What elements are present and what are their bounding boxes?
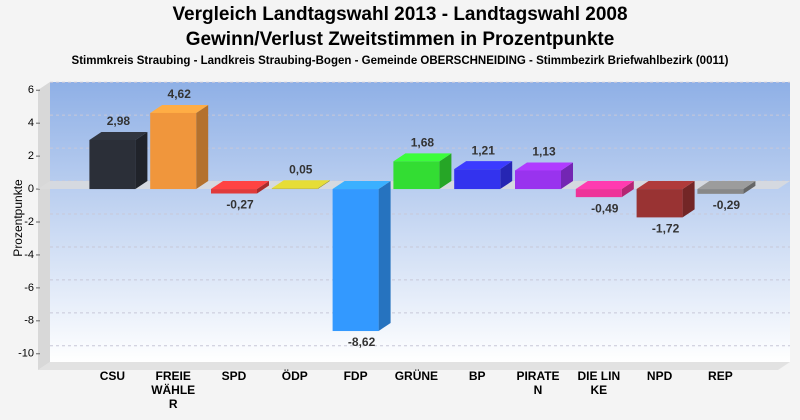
y-tick-label: -4 xyxy=(24,249,34,261)
x-tick-label: FDP xyxy=(343,369,368,383)
bar xyxy=(150,112,197,190)
bar-side xyxy=(439,153,452,190)
value-label: -8,62 xyxy=(348,335,376,349)
y-tick-label: 4 xyxy=(28,117,34,129)
x-tick-label: DIE LINKE xyxy=(577,369,621,397)
bar-side xyxy=(317,180,330,190)
bar-top xyxy=(150,104,209,113)
x-tick-label: SPD xyxy=(221,369,247,383)
chart-title: Vergleich Landtagswahl 2013 - Landtagswa… xyxy=(172,4,627,25)
x-tick-label: ÖDP xyxy=(281,369,308,383)
value-label: -0,29 xyxy=(713,198,741,212)
value-label: -0,27 xyxy=(226,198,254,212)
x-tick-label: BP xyxy=(468,369,486,383)
bar-top xyxy=(575,181,634,190)
bar-top xyxy=(454,161,513,170)
value-label: 4,62 xyxy=(168,87,192,101)
bar-side xyxy=(135,131,148,190)
bar xyxy=(393,161,440,190)
y-tick-label: -8 xyxy=(24,315,34,327)
bar-top xyxy=(332,181,391,190)
x-tick-label: PIRATEN xyxy=(516,369,560,397)
bar-top xyxy=(89,131,148,140)
bar xyxy=(332,189,379,332)
bar-top xyxy=(636,181,695,190)
bar xyxy=(697,189,744,194)
value-label: 1,68 xyxy=(411,136,435,150)
x-tick-label: GRÜNE xyxy=(394,369,439,383)
y-tick-label: -6 xyxy=(24,282,34,294)
bar xyxy=(271,188,318,190)
bar-side xyxy=(500,161,513,190)
bar-side xyxy=(561,162,573,190)
value-label: 2,98 xyxy=(107,114,131,128)
chart-description: Stimmkreis Straubing - Landkreis Straubi… xyxy=(72,55,729,67)
y-tick-label: 2 xyxy=(28,150,34,162)
bar-top xyxy=(393,153,452,162)
bar-side xyxy=(378,181,391,332)
value-label: -0,49 xyxy=(591,201,619,215)
bar-top xyxy=(697,181,756,190)
bar-side xyxy=(743,181,756,194)
floor xyxy=(38,362,790,370)
y-tick-label: -10 xyxy=(18,348,34,360)
y-tick-label: 6 xyxy=(28,84,34,96)
bar xyxy=(454,169,501,190)
y-tick-label: 0 xyxy=(28,183,34,195)
bar-top xyxy=(211,181,269,190)
value-label: 1,13 xyxy=(532,145,556,159)
x-tick-label: CSU xyxy=(99,369,126,383)
bar xyxy=(211,189,257,194)
x-tick-label: REP xyxy=(708,369,733,383)
y-tick-label: -2 xyxy=(24,216,34,228)
bar xyxy=(89,139,136,190)
bar xyxy=(636,189,683,218)
bar-side xyxy=(621,181,634,198)
bar xyxy=(515,170,561,190)
bar-top xyxy=(271,180,330,189)
left-wall xyxy=(38,82,50,370)
bar-side xyxy=(257,181,269,194)
bar-side xyxy=(682,181,695,218)
x-tick-label: FREIE WÄHLER xyxy=(151,369,196,411)
bar xyxy=(575,189,622,198)
chart-subtitle: Gewinn/Verlust Zweitstimmen in Prozentpu… xyxy=(186,29,615,50)
value-label: 0,05 xyxy=(289,162,313,176)
bar-side xyxy=(196,104,209,190)
value-label: 1,21 xyxy=(472,143,496,157)
x-tick-label: NPD xyxy=(646,369,673,383)
y-axis-label: Prozentpunkte xyxy=(11,179,25,257)
bar-top xyxy=(515,162,573,171)
value-label: -1,72 xyxy=(652,222,680,236)
